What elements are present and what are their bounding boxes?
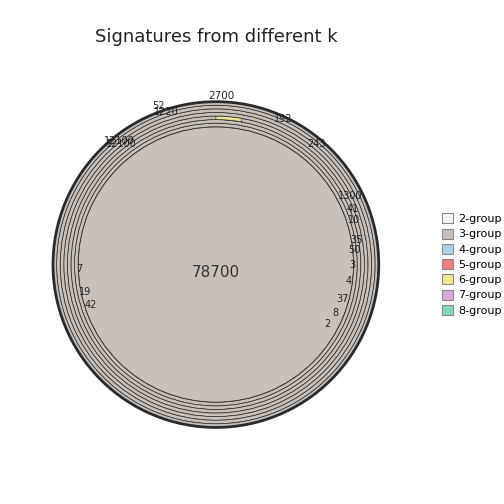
Text: 1220: 1220 <box>154 107 179 117</box>
Wedge shape <box>71 119 361 410</box>
Wedge shape <box>216 116 242 122</box>
Text: 3: 3 <box>350 260 356 270</box>
Wedge shape <box>60 109 371 420</box>
Text: 19: 19 <box>79 287 91 297</box>
Wedge shape <box>68 116 364 413</box>
Legend: 2-group, 3-group, 4-group, 5-group, 6-group, 7-group, 8-group: 2-group, 3-group, 4-group, 5-group, 6-gr… <box>442 214 502 316</box>
Text: 37: 37 <box>337 293 349 303</box>
Wedge shape <box>53 102 379 427</box>
Text: 7: 7 <box>76 264 82 274</box>
Circle shape <box>78 127 354 402</box>
Text: 41: 41 <box>347 204 359 214</box>
Text: 52: 52 <box>152 101 164 111</box>
Text: 10: 10 <box>348 215 360 225</box>
Title: Signatures from different k: Signatures from different k <box>95 28 337 46</box>
Text: 35: 35 <box>350 235 362 245</box>
Text: 192: 192 <box>275 114 293 124</box>
Text: 78700: 78700 <box>192 265 240 280</box>
Text: 2700: 2700 <box>209 91 235 101</box>
Text: 12100: 12100 <box>104 136 135 146</box>
Text: 2: 2 <box>324 319 331 329</box>
Text: 8: 8 <box>332 308 338 318</box>
Wedge shape <box>75 123 357 406</box>
Wedge shape <box>56 105 375 424</box>
Text: 4: 4 <box>346 276 352 286</box>
Wedge shape <box>64 112 368 417</box>
Text: 243: 243 <box>307 139 326 149</box>
Text: 42: 42 <box>85 300 97 310</box>
Text: 50: 50 <box>349 245 361 255</box>
Text: 1300: 1300 <box>338 191 362 201</box>
Text: 12100: 12100 <box>106 139 137 149</box>
